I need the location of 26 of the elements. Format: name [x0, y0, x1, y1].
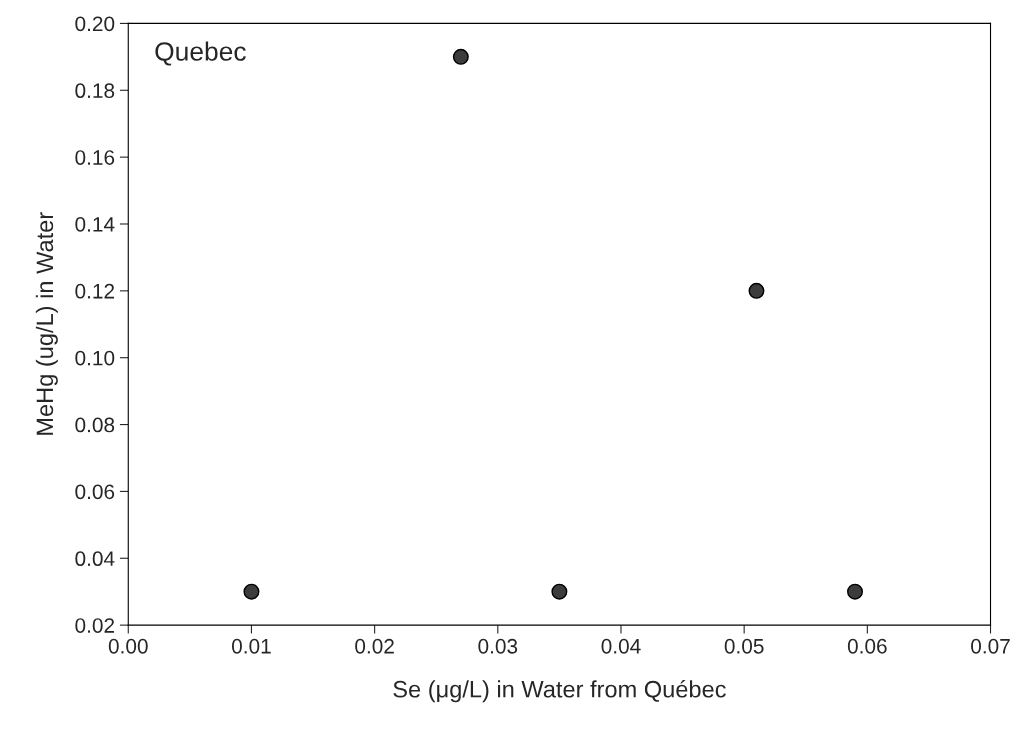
x-tick-label: 0.07 [971, 638, 1010, 654]
y-tick-label: 0.10 [75, 350, 115, 366]
point [452, 48, 469, 65]
x-tick-label: 0.04 [601, 638, 641, 654]
y-tick-label: 0.16 [75, 150, 115, 165]
x-tick-label: 0.00 [108, 638, 148, 654]
y-tick-label: 0.04 [75, 551, 115, 567]
x-tick-label: 0.01 [231, 638, 271, 654]
point [243, 583, 260, 600]
point [748, 282, 765, 299]
x-tick-label: 0.02 [355, 638, 394, 654]
y-axis-title: MeHg (ug/L) in Water [35, 212, 58, 435]
y-tick-label: 0.14 [75, 216, 115, 232]
y-tick-label: 0.18 [75, 83, 115, 99]
y-tick-label: 0.08 [75, 417, 115, 433]
x-tick-label: 0.06 [847, 638, 887, 654]
point [847, 583, 863, 600]
x-tick-label: 0.03 [478, 638, 518, 654]
point [551, 583, 568, 600]
y-tick-label: 0.20 [75, 16, 115, 32]
y-tick-label: 0.06 [75, 484, 115, 500]
x-tick-label: 0.05 [724, 638, 764, 654]
y-tick-label: 0.12 [75, 283, 115, 299]
annotation: Quebec [155, 41, 246, 66]
x-axis-title: Se (μg/L) in Water from Québec [393, 679, 726, 703]
y-tick-label: 0.02 [75, 618, 115, 633]
